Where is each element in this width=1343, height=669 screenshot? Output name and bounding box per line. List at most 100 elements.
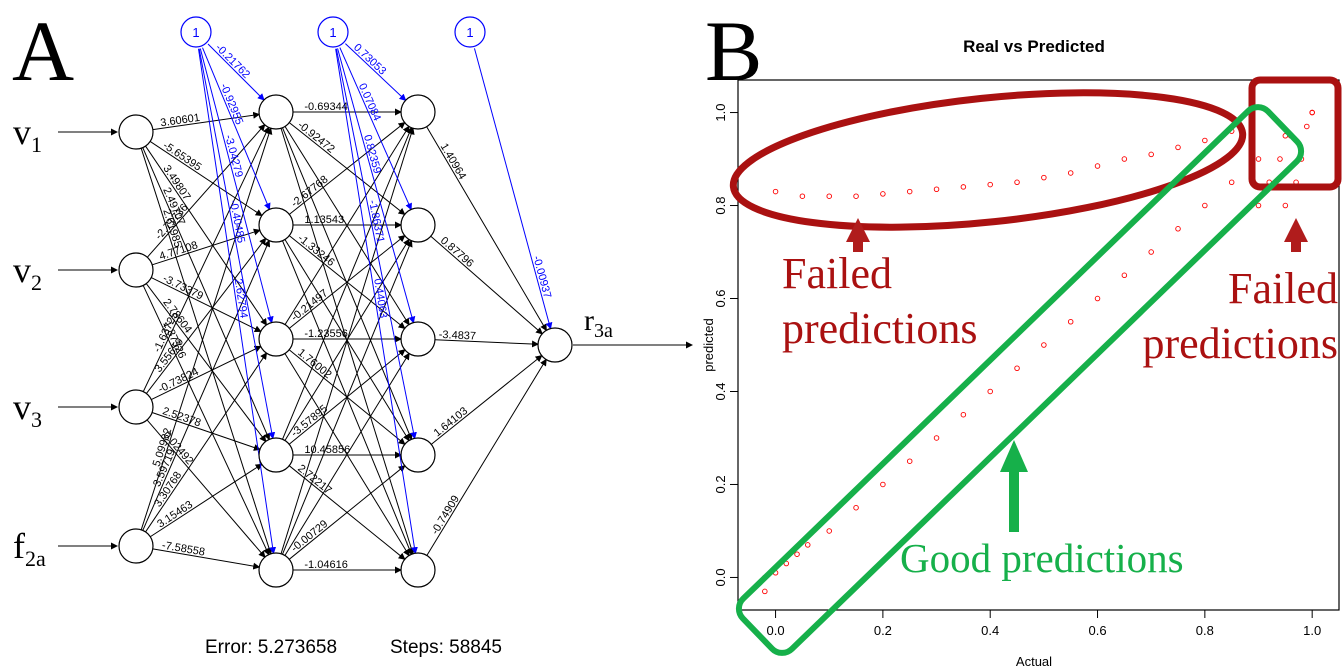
data-point (906, 188, 913, 195)
data-point (1014, 179, 1020, 186)
edge-input-h1 (151, 412, 261, 451)
data-point (1148, 151, 1154, 158)
bias-node-label: 1 (192, 25, 199, 40)
x-tick-label: 0.8 (1196, 623, 1214, 638)
error-label: Error: 5.273658 (205, 637, 337, 658)
x-tick-label: 0.0 (767, 623, 785, 638)
edge-bias-h2 (335, 48, 418, 555)
input-label: v3 (13, 387, 42, 432)
failed-box (1248, 76, 1342, 191)
edge-input-h1 (152, 111, 261, 131)
y-axis: 0.0 0.2 0.4 0.6 0.8 1.0 (713, 104, 738, 586)
x-tick-label: 1.0 (1303, 623, 1321, 638)
y-tick-label: 0.4 (713, 382, 728, 400)
data-point (1041, 174, 1047, 181)
scatter-chart: B Real vs Predicted 0.0 0.2 0.4 0.6 0.8 1.0 0… (701, 3, 1342, 669)
edge-input-h1 (146, 123, 266, 258)
edge-input-h1 (140, 148, 273, 555)
data-point (1014, 365, 1020, 371)
neuron-node (118, 389, 154, 425)
data-point (1041, 342, 1047, 348)
arrow-up-icon (1000, 440, 1028, 532)
data-point (853, 504, 859, 511)
edge-h1-h2 (284, 125, 410, 325)
neuron-node (118, 252, 154, 288)
neural-network-diagram: A 3.60601-5.653953.498072.497072.61985-2… (12, 3, 693, 658)
data-point (783, 560, 790, 567)
bias-node-label: 1 (466, 25, 473, 40)
edge-bias-h1 (198, 48, 277, 555)
data-point (1121, 156, 1128, 162)
io-labels: v1 v2 v3 f2a r3a (13, 112, 693, 571)
neuron-node (258, 94, 294, 130)
edge-h2-output (426, 126, 547, 332)
edge-input-h1 (142, 239, 271, 531)
data-point (1175, 226, 1181, 232)
weight-h1-h2: -1.33246 (295, 232, 336, 269)
edge-input-h1 (145, 145, 268, 326)
failed-right-line2: predictions (1142, 319, 1338, 368)
data-point (762, 588, 768, 595)
edge-bias-h1 (207, 43, 265, 101)
bias-node (317, 16, 349, 48)
x-axis: 0.0 0.2 0.4 0.6 0.8 1.0 (767, 610, 1321, 638)
data-point (1067, 170, 1074, 176)
good-predictions-label: Good predictions (900, 535, 1184, 581)
panel-a-label: A (12, 3, 74, 99)
y-axis-label: predicted (701, 318, 716, 371)
data-point (1255, 202, 1262, 209)
data-point (933, 186, 940, 193)
edge-h1-h2 (284, 352, 410, 556)
weight-bias-h2: 0.07084 (356, 82, 383, 123)
data-point (799, 193, 806, 199)
neuron-node (400, 552, 436, 588)
data-point (1228, 179, 1235, 186)
bias-node-label: 1 (329, 25, 336, 40)
edge-input-h1 (142, 147, 271, 441)
edge-bias-h1 (198, 48, 276, 440)
weight-bias-h2: -1.86371 (366, 199, 386, 244)
edge-bias-h2 (337, 48, 416, 324)
data-point (1255, 156, 1262, 162)
data-point (987, 388, 993, 395)
weight-bias-h2: 0.44063 (371, 278, 389, 319)
weight-bias-h2: 0.73053 (351, 42, 388, 78)
weight-h2-output: 1.64103 (432, 405, 471, 439)
weight-bias-output: -0.00937 (530, 254, 553, 299)
edge-h1-h2 (288, 121, 406, 215)
weight-h1-h2: -1.23556 (304, 328, 347, 340)
data-point (906, 458, 913, 464)
chart-title: Real vs Predicted (963, 37, 1105, 56)
x-tick-label: 0.6 (1088, 623, 1106, 638)
neuron-node (258, 437, 294, 473)
data-point (1202, 202, 1208, 209)
data-point (1309, 109, 1315, 116)
arrow-up-icon (846, 218, 870, 252)
edge-bias-output (473, 48, 553, 330)
plot-frame (737, 79, 1340, 611)
data-point (960, 184, 967, 190)
neuron-node (258, 321, 294, 357)
edge-h1-h2 (282, 239, 413, 555)
edge-h2-output (426, 358, 547, 556)
weight-h1-h2: 1.13543 (304, 214, 344, 226)
weight-h1-h2: -0.69344 (304, 101, 347, 113)
neuron-node (118, 114, 154, 150)
edge-input-h1 (145, 237, 267, 394)
edge-input-h1 (149, 463, 263, 538)
neuron-node (400, 207, 436, 243)
edge-bias-h2 (345, 43, 407, 102)
data-point (1277, 156, 1283, 162)
edge-input-h1 (142, 126, 270, 392)
y-tick-label: 1.0 (713, 104, 728, 122)
edge-input-h1 (142, 285, 270, 556)
weight-h2-output: -3.4837 (439, 329, 477, 343)
data-point (1175, 144, 1181, 151)
weight-h1-h2: -0.21497 (289, 287, 330, 324)
edge-input-h1 (152, 228, 261, 266)
edge-h1-h2 (282, 126, 413, 440)
input-label: f2a (13, 526, 46, 571)
data-point (1094, 295, 1101, 302)
data-point (826, 528, 832, 534)
